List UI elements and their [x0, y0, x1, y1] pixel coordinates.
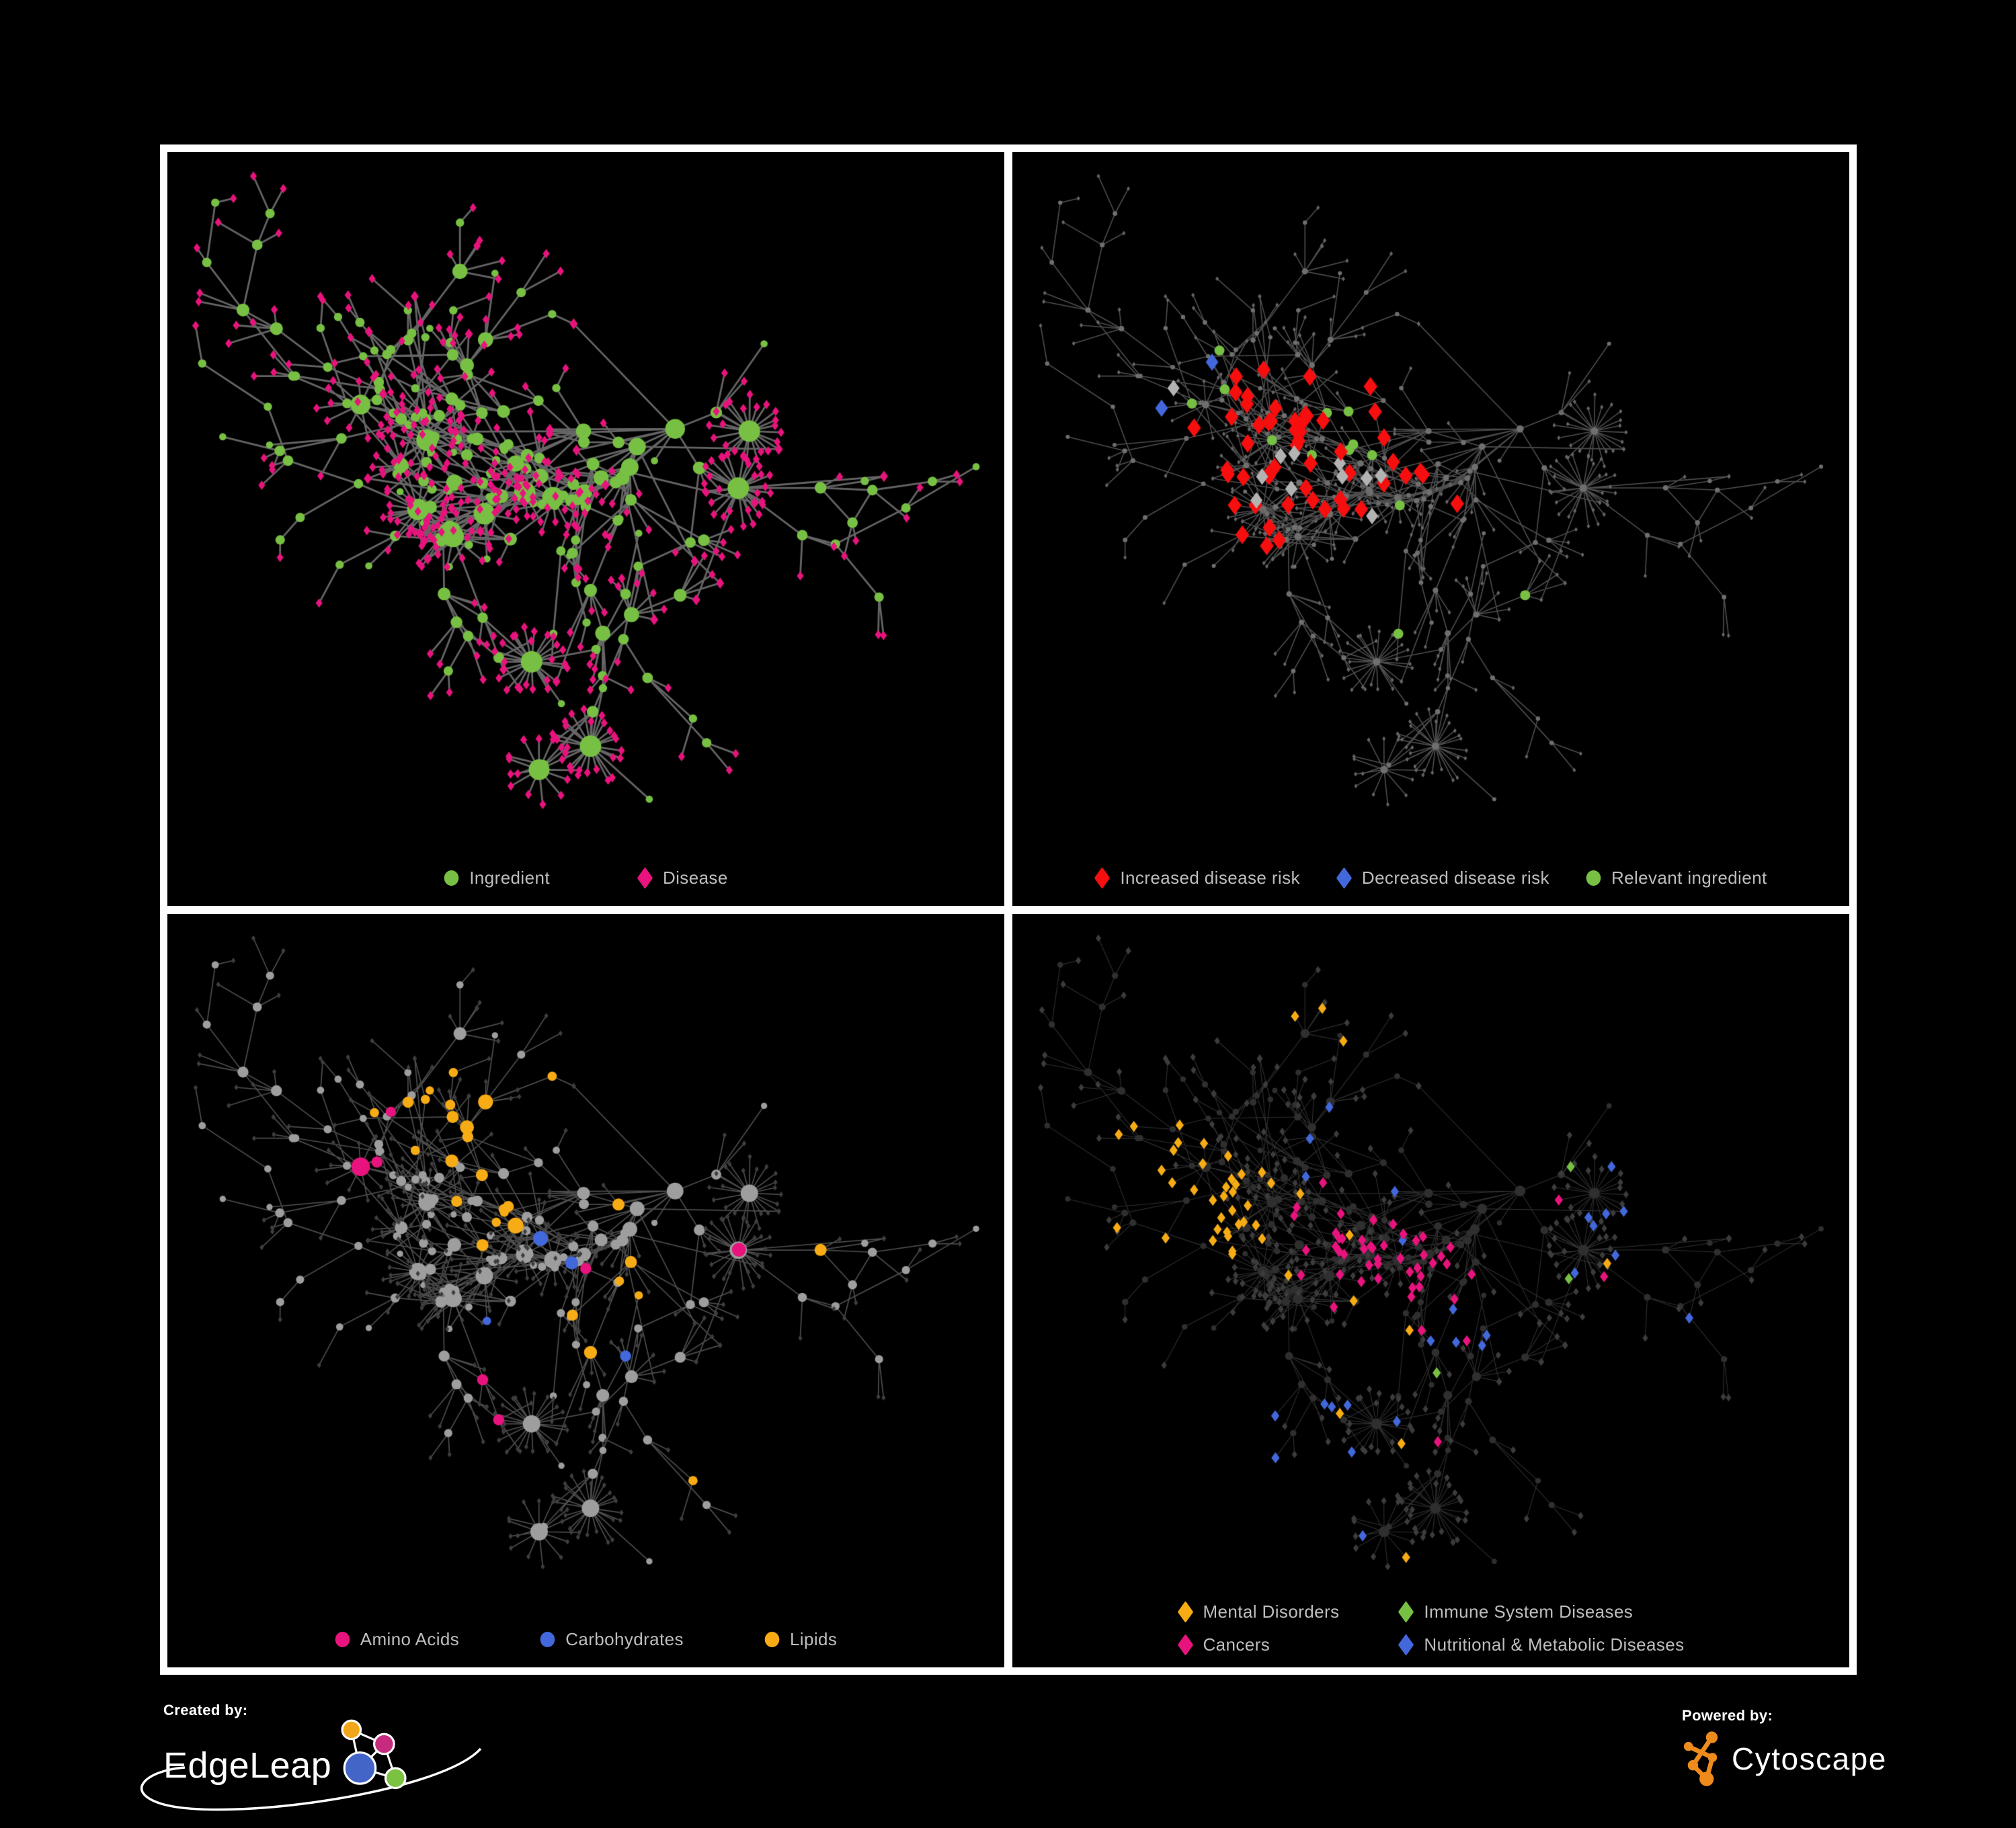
diamond-swatch-icon — [1177, 1634, 1193, 1656]
legend-item-nutritional-metabolic-diseases: Nutritional & Metabolic Diseases — [1398, 1634, 1685, 1656]
diamond-swatch-icon — [637, 866, 653, 889]
circle-swatch-icon — [764, 1632, 780, 1647]
network-canvas-disease-categories — [1012, 913, 1849, 1667]
legend-label: Cancers — [1203, 1634, 1271, 1655]
legend-item-increased-risk: Increased disease risk — [1094, 866, 1300, 889]
panel-ingredient-disease: Ingredient Disease — [167, 152, 1004, 906]
legend-label: Increased disease risk — [1120, 867, 1300, 888]
diamond-swatch-icon — [1336, 866, 1353, 889]
legend-label: Disease — [662, 867, 728, 888]
legend-item-disease: Disease — [637, 866, 728, 889]
panel-nutrient-categories: Amino Acids Carbohydrates Lipids — [167, 913, 1004, 1667]
legend-item-decreased-risk: Decreased disease risk — [1336, 866, 1549, 889]
legend-item-ingredient: Ingredient — [444, 868, 550, 888]
legend-label: Amino Acids — [360, 1629, 460, 1649]
diamond-swatch-icon — [1177, 1601, 1193, 1623]
legend-label: Lipids — [789, 1629, 838, 1649]
created-by-label: Created by: — [163, 1702, 248, 1718]
legend-item-amino-acids: Amino Acids — [335, 1629, 459, 1650]
legend-item-relevant-ingredient: Relevant ingredient — [1586, 868, 1767, 888]
legend-label: Ingredient — [469, 867, 550, 888]
figure-frame: Ingredient Disease Increased disease ris… — [160, 144, 1857, 1675]
diamond-swatch-icon — [1398, 1601, 1414, 1623]
circle-swatch-icon — [540, 1632, 555, 1647]
panel-disease-categories: Mental Disorders Immune System Diseases … — [1012, 913, 1849, 1667]
legend-label: Carbohydrates — [565, 1629, 684, 1649]
legend-item-mental-disorders: Mental Disorders — [1177, 1601, 1340, 1623]
legend-label: Relevant ingredient — [1611, 867, 1767, 888]
legend-label: Mental Disorders — [1203, 1602, 1340, 1622]
legend-nutrient-categories: Amino Acids Carbohydrates Lipids — [167, 1629, 1004, 1650]
legend-disease-categories: Mental Disorders Immune System Diseases … — [1012, 1601, 1849, 1656]
legend-item-lipids: Lipids — [764, 1629, 837, 1650]
diamond-swatch-icon — [1094, 866, 1111, 889]
legend-ingredient-disease: Ingredient Disease — [167, 866, 1004, 889]
cytoscape-logo: Cytoscape — [1682, 1730, 1964, 1788]
legend-label: Decreased disease risk — [1361, 867, 1549, 888]
created-by-block: Created by: EdgeLeap — [140, 1702, 594, 1823]
legend-item-immune-system-diseases: Immune System Diseases — [1398, 1601, 1684, 1623]
circle-swatch-icon — [1586, 870, 1601, 886]
powered-by-block: Powered by: Cytoscape — [1682, 1707, 1964, 1808]
legend-label: Immune System Diseases — [1424, 1602, 1634, 1622]
edgeleap-network-icon — [341, 1719, 407, 1790]
network-canvas-disease-risk — [1012, 152, 1849, 905]
diamond-swatch-icon — [1398, 1634, 1414, 1656]
cytoscape-wordmark: Cytoscape — [1732, 1741, 1887, 1776]
legend-item-carbohydrates: Carbohydrates — [540, 1629, 684, 1650]
legend-label: Nutritional & Metabolic Diseases — [1424, 1634, 1685, 1655]
cytoscape-network-icon — [1683, 1731, 1718, 1786]
network-canvas-nutrient-categories — [167, 913, 1004, 1667]
legend-item-cancers: Cancers — [1177, 1634, 1340, 1656]
legend-disease-risk: Increased disease risk Decreased disease… — [1012, 866, 1849, 889]
circle-swatch-icon — [444, 870, 459, 886]
edgeleap-wordmark: EdgeLeap — [163, 1745, 332, 1786]
panel-disease-risk: Increased disease risk Decreased disease… — [1012, 152, 1849, 906]
powered-by-label: Powered by: — [1682, 1707, 1773, 1724]
network-canvas-ingredient-disease — [167, 152, 1004, 905]
circle-swatch-icon — [335, 1632, 350, 1647]
edgeleap-logo: EdgeLeap — [163, 1719, 594, 1805]
